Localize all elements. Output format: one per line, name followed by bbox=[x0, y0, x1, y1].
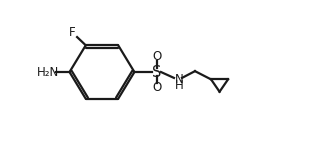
Text: H₂N: H₂N bbox=[37, 66, 59, 78]
Text: H: H bbox=[175, 79, 183, 92]
Text: S: S bbox=[152, 65, 161, 80]
Text: O: O bbox=[152, 50, 161, 63]
Text: O: O bbox=[152, 81, 161, 94]
Text: F: F bbox=[69, 26, 76, 39]
Text: N: N bbox=[175, 73, 183, 86]
